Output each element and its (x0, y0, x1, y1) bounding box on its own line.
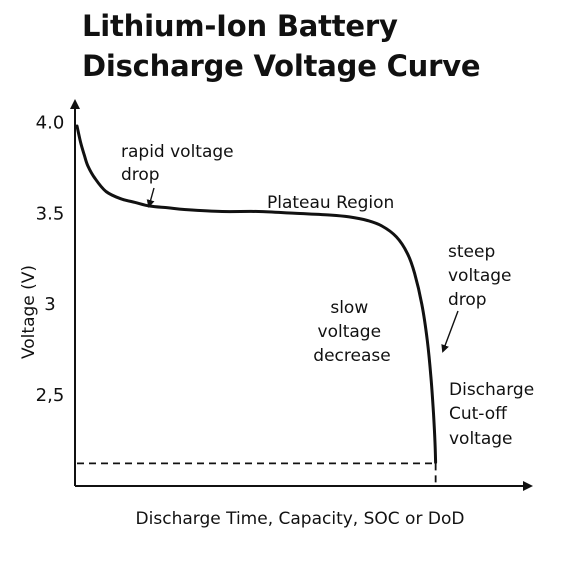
y-tick-label: 3 (44, 294, 55, 315)
annotation-steep-drop-line: voltage (448, 266, 512, 286)
annotation-cutoff-line: voltage (449, 429, 513, 449)
chart-title-line-2: Discharge Voltage Curve (82, 49, 481, 83)
annotation-slow-decrease-line: voltage (318, 322, 382, 342)
annotation-slow-decrease-line: slow (330, 298, 368, 318)
discharge-curve (75, 124, 438, 464)
x-axis-label: Discharge Time, Capacity, SOC or DoD (136, 509, 465, 529)
y-tick-label: 4.0 (36, 112, 65, 133)
y-tick-label: 3.5 (36, 203, 65, 224)
chart-title-line-1: Lithium-Ion Battery (82, 9, 398, 43)
annotation-rapid-drop-arrow (146, 187, 155, 208)
annotation-cutoff-line: Discharge (449, 380, 534, 400)
annotation-steep-drop: steep voltage drop (448, 242, 517, 310)
annotation-rapid-drop: rapid voltage drop (121, 142, 239, 185)
annotation-cutoff-line: Cut-off (449, 404, 508, 424)
annotation-rapid-drop-line: rapid voltage (121, 142, 234, 162)
annotation-steep-drop-line: steep (448, 242, 495, 262)
annotation-cutoff: Discharge Cut-off voltage (449, 380, 540, 449)
annotation-plateau: Plateau Region (267, 193, 394, 213)
y-axis-label: Voltage (V) (19, 265, 39, 359)
annotation-rapid-drop-line: drop (121, 165, 160, 185)
annotation-slow-decrease-line: decrease (313, 346, 390, 366)
chart-title: Lithium-Ion Battery Discharge Voltage Cu… (82, 6, 481, 86)
y-tick-label: 2,5 (36, 385, 65, 406)
annotation-steep-drop-line: drop (448, 290, 487, 310)
annotation-slow-decrease: slow voltage decrease (313, 298, 390, 366)
annotation-steep-drop-arrow (441, 310, 459, 353)
